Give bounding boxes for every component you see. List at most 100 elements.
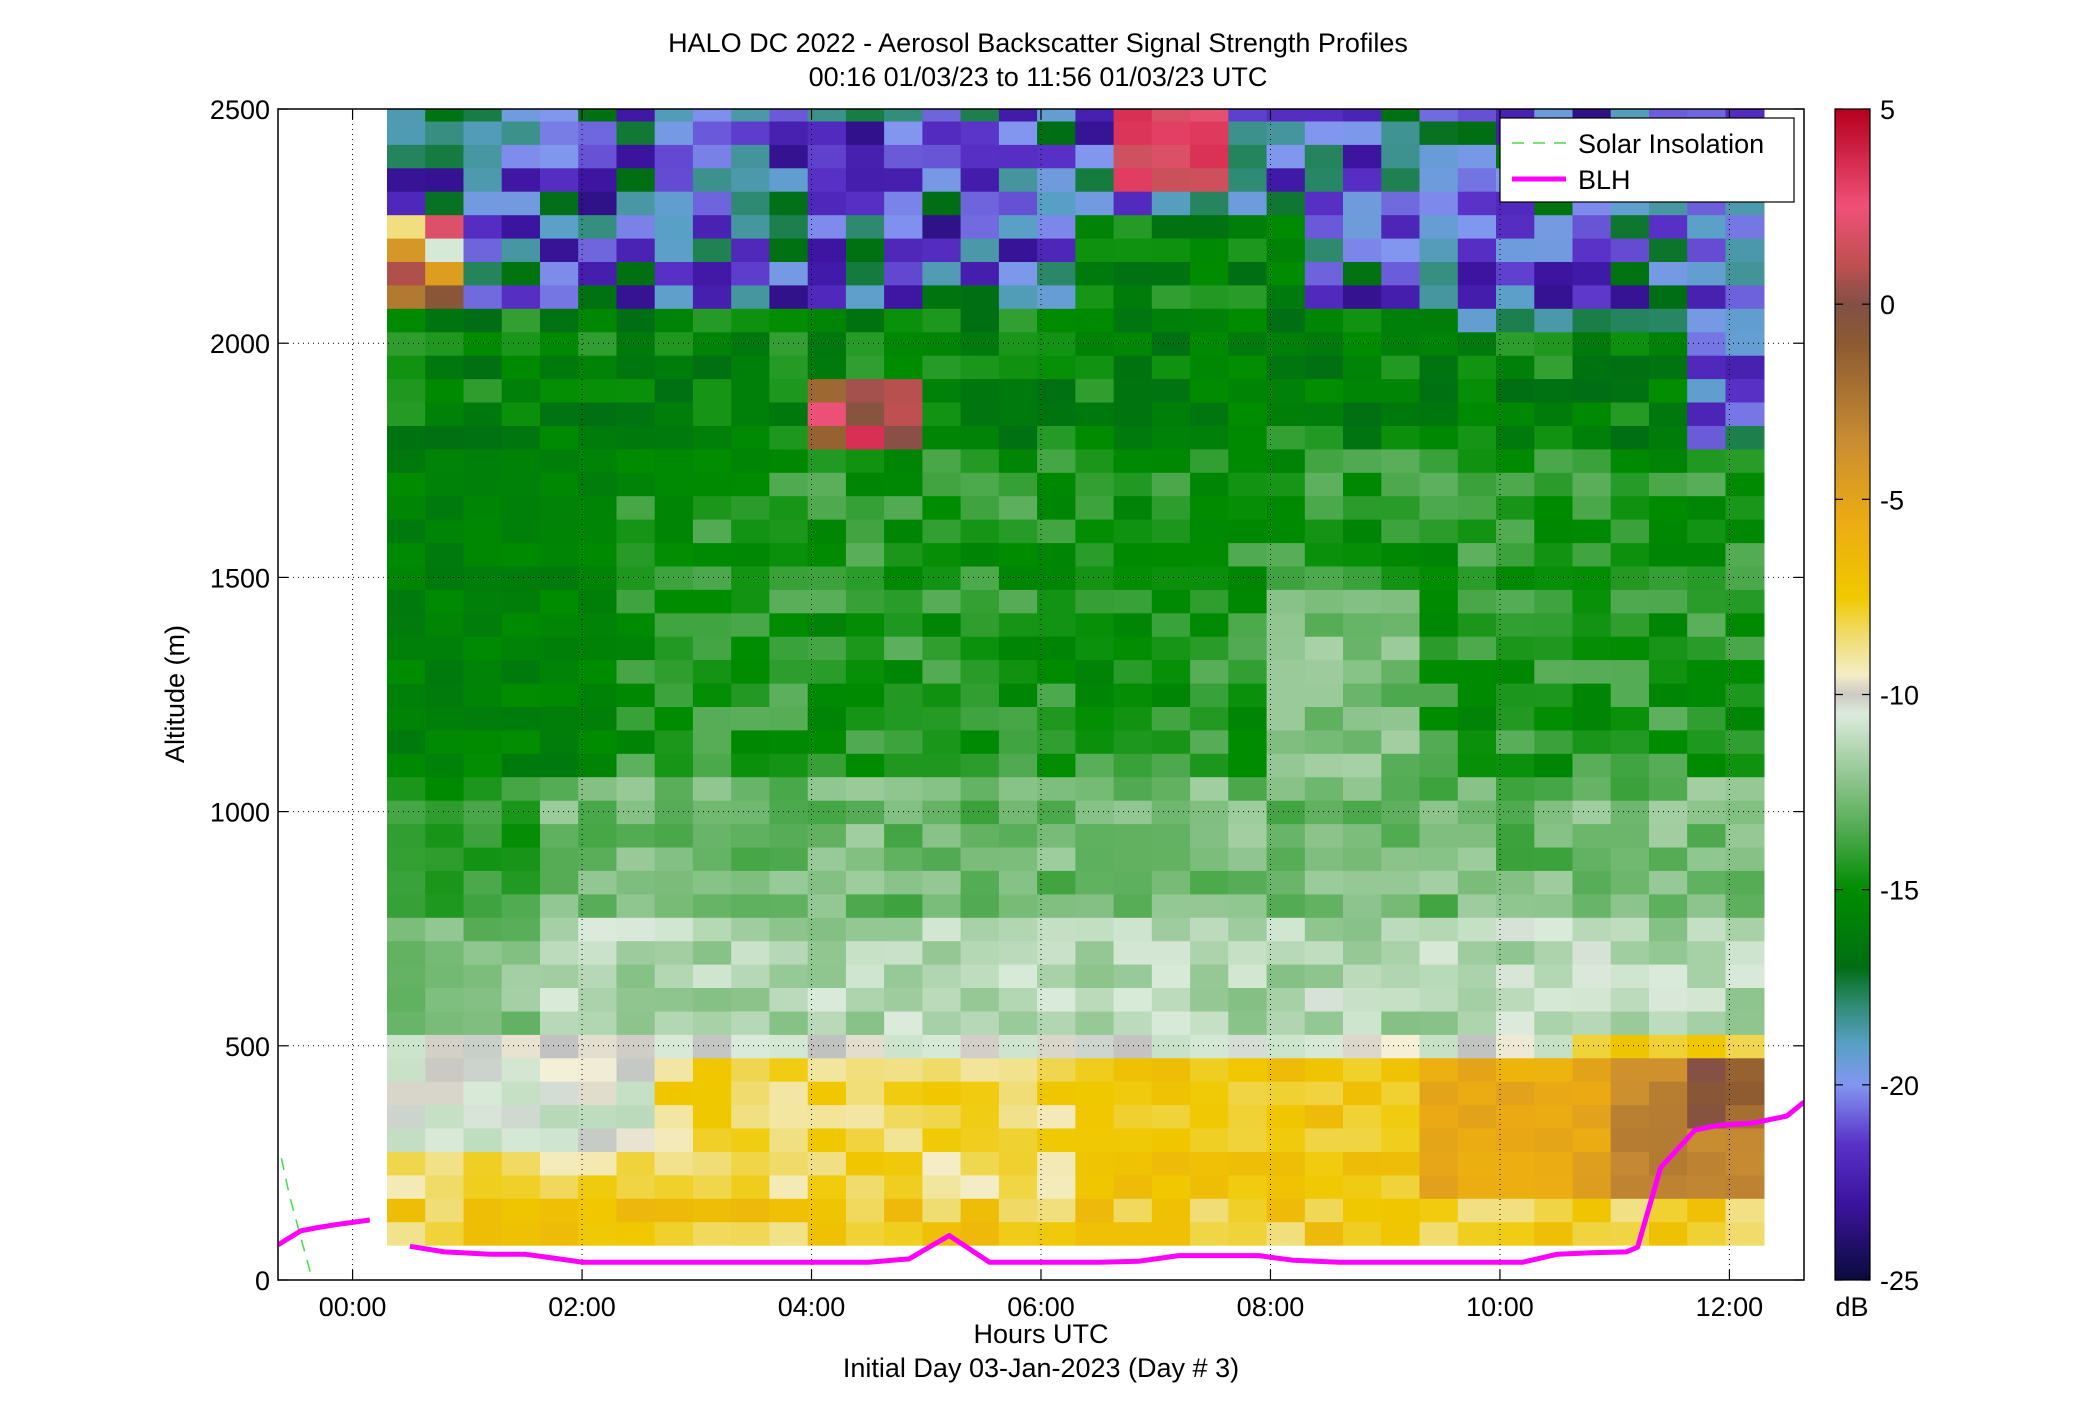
heatmap-cell [1496,635,1535,661]
heatmap-cell [807,495,847,520]
heatmap-cell [463,167,503,192]
heatmap-cell [1151,308,1191,333]
heatmap-cell [654,109,694,122]
heatmap-cell [1534,846,1574,871]
heatmap-cell [1266,167,1306,192]
heatmap-cell [425,542,465,567]
heatmap-cell [1687,214,1727,239]
heatmap-cell [1113,425,1153,450]
heatmap-cell [1496,261,1535,286]
heatmap-cell [1419,1198,1459,1223]
heatmap-cell [1075,729,1115,754]
heatmap-cell [998,284,1038,309]
heatmap-cell [960,401,1000,426]
heatmap-cell [922,237,962,262]
heatmap-cell [1266,542,1306,567]
heatmap-cell [1534,682,1574,707]
heatmap-cell [1113,589,1153,614]
heatmap-cell [654,1127,694,1152]
heatmap-cell [1534,987,1574,1012]
heatmap-cell [387,167,426,192]
heatmap-cell [769,109,809,122]
heatmap-cell [845,1010,885,1035]
heatmap-cell [1610,940,1650,965]
heatmap-cell [998,917,1038,942]
heatmap-cell [845,1151,885,1176]
heatmap-cell [654,565,694,590]
heatmap-cell [845,284,885,309]
heatmap-cell [884,1104,924,1129]
heatmap-cell [578,518,618,544]
heatmap-cell [425,167,465,192]
heatmap-cell [1266,331,1306,356]
heatmap-cell [425,1127,465,1152]
heatmap-cell [1151,495,1191,520]
heatmap-cell [1304,729,1344,754]
heatmap-cell [616,1057,656,1082]
heatmap-cell [654,776,694,801]
heatmap-cell [1228,1174,1268,1199]
heatmap-cell [1610,261,1650,286]
heatmap-cell [501,378,541,403]
heatmap-cell [387,109,426,122]
heatmap-cell [1419,776,1459,801]
heatmap-cell [1649,917,1688,942]
heatmap-cell [1304,753,1344,778]
heatmap-cell [998,893,1038,918]
heatmap-cell [1649,893,1688,918]
heatmap-cell [1572,940,1612,965]
heatmap-cell [1228,1198,1268,1223]
heatmap-cell [960,870,1000,895]
heatmap-cell [692,893,732,918]
heatmap-cell [884,401,924,426]
heatmap-cell [1610,846,1650,871]
heatmap-cell [731,753,771,778]
y-tick-label: 1500 [210,563,270,593]
heatmap-cell [1419,893,1459,918]
heatmap-cell [1572,870,1612,895]
heatmap-cell [807,1198,847,1223]
heatmap-cell [769,237,809,262]
heatmap-cell [1572,495,1612,520]
heatmap-cell [1381,1127,1421,1152]
heatmap-cell [1343,120,1382,145]
heatmap-cell [1649,987,1688,1012]
heatmap-cell [807,917,847,942]
heatmap-cell [1725,378,1765,403]
heatmap-cell [960,354,1000,380]
heatmap-cell [884,214,924,239]
heatmap-cell [501,109,541,122]
heatmap-cell [1725,870,1765,895]
heatmap-cell [845,706,885,731]
heatmap-cell [1419,1151,1459,1176]
heatmap-cell [1457,331,1497,356]
legend-label-solar: Solar Insolation [1578,129,1764,159]
heatmap-cell [1037,1174,1077,1199]
heatmap-cell [1075,1080,1115,1106]
heatmap-cell [654,261,694,286]
heatmap-cell [807,987,847,1012]
heatmap-cell [922,261,962,286]
heatmap-cell [540,987,579,1012]
heatmap-cell [1610,753,1650,778]
heatmap-cell [1725,214,1765,239]
heatmap-cell [578,1057,618,1082]
heatmap-cell [1075,1104,1115,1129]
colorbar-tick-label: -5 [1880,485,1904,515]
heatmap-cell [1037,120,1077,145]
heatmap-cell [540,1127,579,1152]
heatmap-cell [387,823,426,848]
heatmap-cell [1113,1174,1153,1199]
heatmap-cell [1419,518,1459,544]
heatmap-cell [1534,1151,1574,1176]
heatmap-cell [845,109,885,122]
heatmap-cell [807,284,847,309]
heatmap-cell [463,870,503,895]
heatmap-cell [1381,870,1421,895]
heatmap-cell [1304,518,1344,544]
x-tick-label: 04:00 [778,1292,846,1322]
heatmap-cell [1496,565,1535,590]
heatmap-cell [692,191,732,216]
heatmap-cell [1687,940,1727,965]
heatmap-cell [540,1198,579,1223]
